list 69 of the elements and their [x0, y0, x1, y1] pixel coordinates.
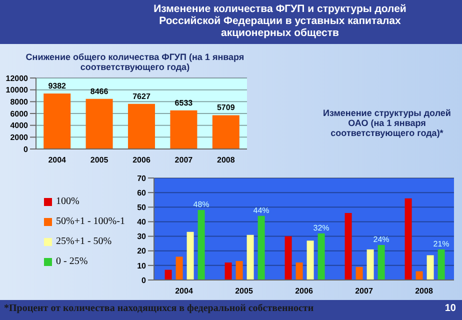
bar — [258, 216, 265, 280]
y-tick-label: 50 — [137, 202, 147, 212]
data-label: 32% — [313, 223, 330, 232]
bar — [212, 115, 240, 149]
bar — [224, 262, 232, 280]
legend-label: 25%+1 - 50% — [56, 236, 112, 247]
bar — [366, 249, 374, 280]
data-label: 24% — [373, 235, 390, 244]
bar — [306, 240, 314, 280]
data-label: 5709 — [217, 103, 236, 112]
y-tick-label: 60 — [137, 188, 147, 198]
bar — [246, 234, 254, 280]
bar — [378, 245, 385, 280]
bar — [416, 271, 423, 280]
y-tick-label: 20 — [137, 246, 147, 256]
data-label: 9382 — [48, 81, 67, 90]
text: Изменение количества ФГУП и структуры долей Российской Федерации в уставных капиталах акционерных обществ — [152, 3, 408, 39]
data-label: 44% — [253, 206, 270, 215]
legend-label: 50%+1 - 100%-1 — [56, 216, 125, 227]
x-tick-label: 2004 — [48, 156, 67, 165]
y-tick-label: 6000 — [10, 109, 29, 118]
x-tick-label: 2005 — [235, 286, 254, 296]
data-label: 7627 — [132, 92, 151, 101]
x-tick-label: 2007 — [174, 156, 194, 165]
legend-label: 100% — [56, 196, 80, 207]
bar — [296, 262, 303, 280]
text: *Процент от количества находящихся в федеральной собственности — [4, 303, 314, 314]
x-tick-label: 2008 — [415, 286, 434, 296]
y-tick-label: 2000 — [10, 133, 29, 142]
bar — [170, 110, 198, 149]
y-tick-label: 8000 — [10, 98, 29, 107]
bar — [438, 249, 445, 280]
bar — [44, 93, 71, 149]
x-tick-label: 2004 — [175, 286, 194, 296]
bar — [356, 266, 363, 280]
bar — [128, 104, 155, 149]
y-tick-label: 30 — [137, 232, 147, 242]
x-tick-label: 2007 — [355, 286, 374, 296]
y-tick-label: 10 — [137, 261, 147, 270]
bar — [344, 212, 352, 280]
y-tick-label: 70 — [137, 174, 147, 183]
bar — [176, 256, 183, 280]
data-label: 21% — [433, 239, 450, 248]
bar — [426, 255, 434, 280]
y-tick-label: 4000 — [10, 121, 29, 130]
x-tick-label: 2008 — [217, 156, 236, 165]
text: 10 — [444, 303, 456, 314]
bar — [236, 261, 243, 280]
chart-title: Изменение структуры долей ОАО (на 1 января соответствующего года)* — [322, 108, 452, 138]
bar — [164, 270, 172, 280]
bar — [404, 198, 412, 280]
x-tick-label: 2005 — [90, 156, 109, 165]
bar — [86, 98, 113, 149]
bar — [198, 210, 205, 280]
bar — [284, 236, 292, 280]
y-tick-label: 0 — [142, 276, 147, 285]
y-tick-label: 40 — [137, 218, 147, 227]
y-tick-label: 0 — [24, 144, 29, 154]
data-label: 48% — [193, 200, 210, 210]
x-tick-label: 2006 — [132, 156, 151, 165]
x-tick-label: 2006 — [295, 286, 314, 296]
bar — [318, 233, 325, 280]
data-label: 6533 — [174, 98, 194, 108]
bar — [186, 232, 194, 280]
legend-label: 0 - 25% — [56, 256, 88, 267]
data-label: 8466 — [90, 86, 109, 96]
y-tick-label: 10000 — [6, 86, 29, 95]
y-tick-label: 12000 — [6, 74, 29, 83]
chart-subtitle: Снижение общего количества ФГУП (на 1 января соответствующего года) — [24, 52, 246, 72]
